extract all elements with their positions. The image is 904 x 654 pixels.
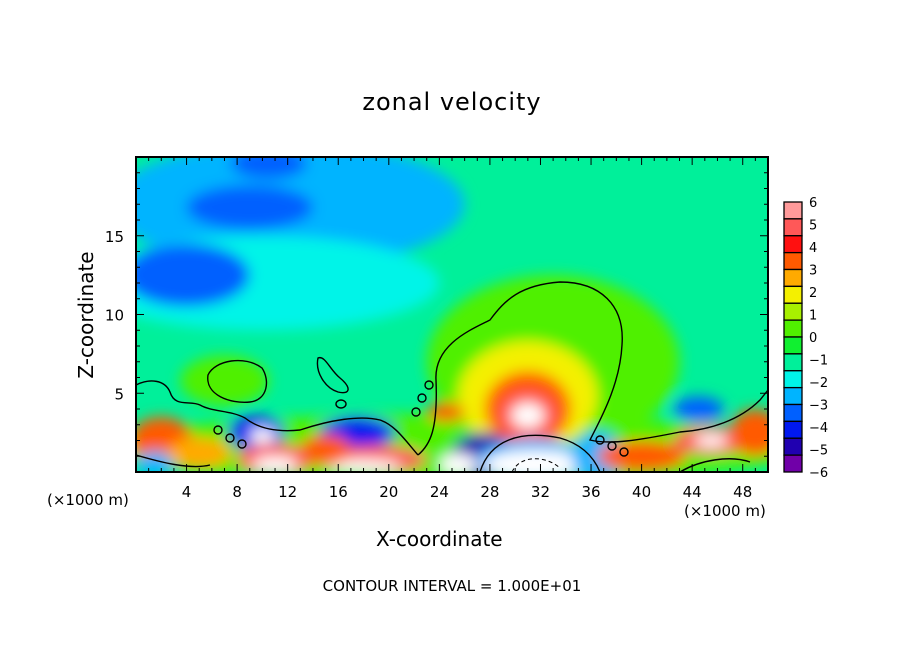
colorbar-label: 5 — [809, 219, 817, 234]
colorbar-label: 1 — [809, 309, 817, 324]
colorbar-label: −5 — [809, 444, 828, 459]
colorbar-swatch — [783, 454, 803, 473]
colorbar-swatch — [783, 353, 803, 372]
contour-bottom — [136, 434, 751, 472]
x-tick-label: 32 — [531, 483, 550, 501]
field-feature — [180, 355, 269, 406]
colorbar-swatch — [783, 218, 803, 237]
contour-zero-dome — [417, 281, 768, 456]
colorbar-swatch — [783, 268, 803, 288]
colorbar-label: −6 — [809, 466, 828, 481]
colorbar-swatch — [783, 235, 803, 254]
x-tick-label: 16 — [329, 483, 348, 501]
field-feature — [136, 243, 250, 307]
field-feature — [483, 449, 585, 472]
y-tick-labels: 5 10 15 — [105, 228, 124, 404]
colorbar-swatch — [783, 370, 803, 389]
x-tick-label: 40 — [632, 483, 651, 501]
contour-lines — [136, 281, 768, 472]
colorbar-label: 6 — [809, 196, 817, 211]
field-feature — [136, 451, 174, 472]
colorbar-swatch — [783, 420, 803, 439]
x-tick-label: 44 — [683, 483, 702, 501]
field-feature — [426, 402, 465, 422]
colorbar-swatch — [783, 201, 803, 220]
axis-ticks — [136, 157, 768, 472]
colorbar-label: −4 — [809, 421, 828, 436]
contour-zero-green-patch — [207, 359, 268, 403]
x-tick-label: 8 — [232, 483, 242, 501]
colorbar-swatch — [783, 437, 803, 456]
colorbar-label: 0 — [809, 331, 817, 346]
y-tick-label: 5 — [114, 385, 124, 403]
colorbar-swatch — [783, 251, 803, 271]
field-feature — [730, 409, 768, 457]
colorbar-swatch — [783, 319, 803, 338]
y-tick-label: 15 — [105, 228, 124, 246]
contour-dots-2 — [213, 425, 247, 449]
contour-zero-small — [316, 356, 349, 394]
field-feature — [167, 437, 231, 469]
colorbar-label: 2 — [809, 286, 817, 301]
contour-zero-left — [136, 380, 419, 456]
field-feature — [249, 427, 276, 444]
field-feature — [439, 453, 478, 472]
colorbar-label: −1 — [809, 354, 828, 369]
contour-dots-3 — [595, 435, 629, 457]
contour-negative-dashed — [511, 458, 561, 472]
field-feature — [511, 402, 545, 428]
colorbar-label: −2 — [809, 376, 828, 391]
x-tick-label: 36 — [581, 483, 600, 501]
field-feature — [252, 456, 298, 472]
contour-small-loop — [335, 399, 347, 409]
field-feature — [186, 185, 313, 230]
colorbar-swatch — [783, 285, 803, 304]
contour-dots-1 — [411, 380, 434, 417]
x-unit-label-right: (×1000 m) — [684, 502, 766, 520]
plot-area — [136, 157, 768, 472]
colorbar: 6 5 4 3 2 1 0 −1 −2 −3 −4 −5 −6 — [783, 196, 828, 481]
x-tick-label: 12 — [278, 483, 297, 501]
y-tick-label: 10 — [105, 307, 124, 325]
field-feature — [673, 396, 724, 422]
x-unit-label-left: (×1000 m) — [47, 491, 129, 509]
field-feature — [597, 440, 686, 472]
colorbar-swatch — [783, 302, 803, 321]
colorbar-swatch — [783, 336, 803, 355]
chart-title: zonal velocity — [362, 88, 542, 116]
x-tick-label: 20 — [379, 483, 398, 501]
x-tick-label: 28 — [480, 483, 499, 501]
field-feature — [325, 459, 402, 472]
field-feature — [300, 434, 351, 466]
colorbar-swatch — [783, 386, 803, 406]
x-axis-label: X-coordinate — [376, 527, 503, 551]
field-feature — [230, 157, 307, 180]
colorbar-label: 3 — [809, 264, 817, 279]
colorbar-label: 4 — [809, 241, 817, 256]
x-tick-label: 24 — [430, 483, 449, 501]
field-feature — [694, 434, 728, 447]
colorbar-label: −3 — [809, 399, 828, 414]
x-tick-label: 4 — [182, 483, 192, 501]
colorbar-swatch — [783, 403, 803, 423]
x-tick-labels: 4 8 12 16 20 24 28 32 36 40 44 48 — [182, 483, 752, 501]
x-tick-label: 48 — [733, 483, 752, 501]
contour-interval-note: CONTOUR INTERVAL = 1.000E+01 — [322, 577, 582, 595]
